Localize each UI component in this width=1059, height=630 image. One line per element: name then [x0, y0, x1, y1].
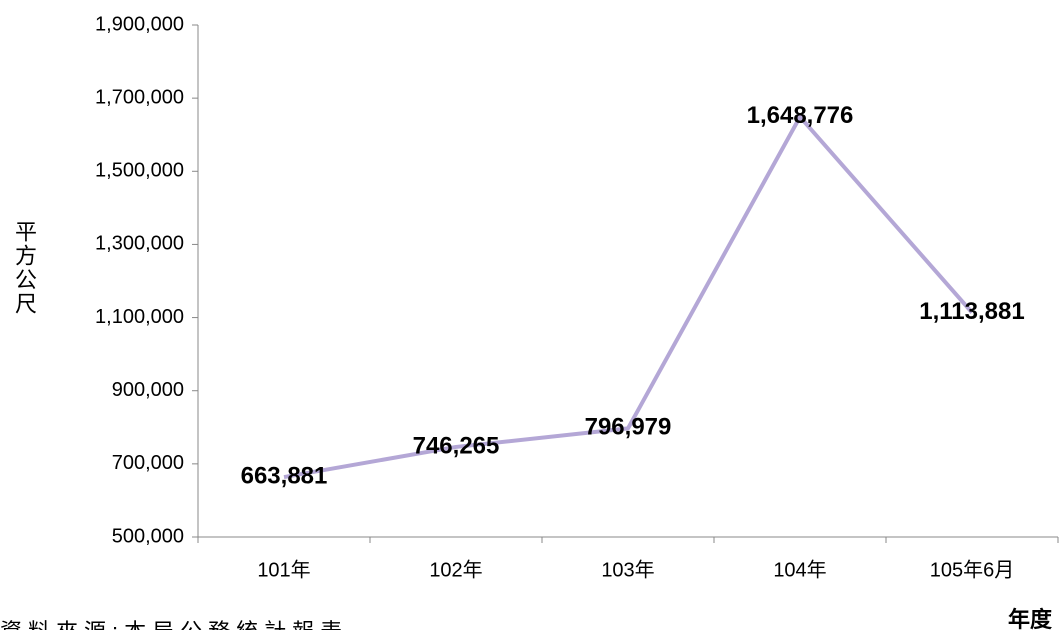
y-tick-label: 1,700,000 — [95, 86, 184, 108]
y-tick-label: 900,000 — [112, 379, 184, 401]
data-label: 796,979 — [585, 414, 672, 441]
y-tick-label: 1,500,000 — [95, 160, 184, 182]
line — [283, 114, 974, 480]
y-tick-label: 1,900,000 — [95, 13, 184, 35]
data-label: 663,881 — [241, 462, 328, 489]
y-axis-label: 平方公尺 — [12, 220, 37, 316]
data-label: 1,113,881 — [919, 298, 1024, 325]
y-tick-label: 500,000 — [112, 525, 184, 547]
x-tick-label: 105年6月 — [930, 558, 1015, 581]
data-label: 1,648,776 — [747, 102, 854, 129]
x-tick-label: 103年 — [601, 558, 654, 581]
y-tick-label: 1,100,000 — [95, 306, 184, 328]
source-note: 資料來源:本局公務統計報表 — [0, 614, 348, 630]
x-tick-label: 102年 — [429, 558, 482, 581]
y-tick-label: 1,300,000 — [95, 233, 184, 255]
x-tick-label: 101年 — [257, 558, 310, 581]
x-tick-label: 104年 — [773, 558, 826, 581]
data-label: 746,265 — [413, 432, 500, 459]
x-axis-label: 年度 — [1008, 607, 1053, 630]
y-tick-label: 700,000 — [112, 452, 184, 474]
